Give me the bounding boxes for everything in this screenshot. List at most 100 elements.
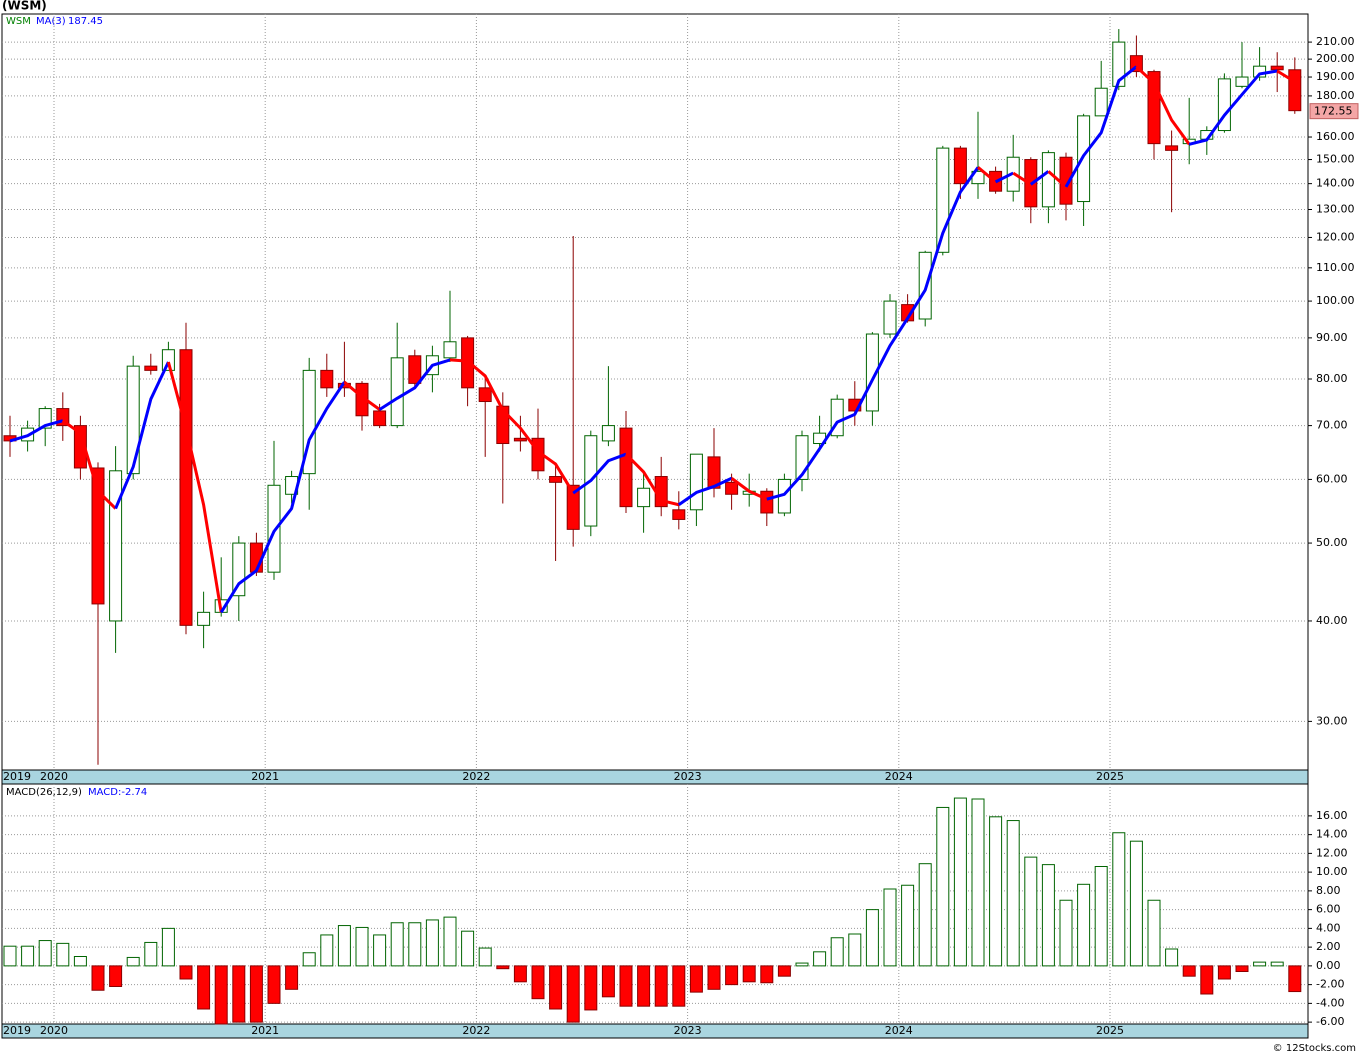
candle-body [267, 484, 281, 573]
macd-bar [285, 965, 299, 990]
macd-bar [531, 965, 545, 1000]
last-price-box [1309, 103, 1359, 120]
macd-bar [320, 934, 334, 967]
macd-bar [1200, 965, 1214, 995]
macd-bar [109, 965, 123, 987]
y-tick-label: 10.00 [1316, 865, 1348, 878]
candle-body [1077, 115, 1091, 203]
candle-body [1235, 76, 1249, 87]
x-tick-label: 2019 [3, 770, 31, 783]
macd-bar [91, 965, 105, 991]
macd-bar [918, 863, 932, 967]
macd-bar [38, 940, 52, 967]
macd-bar [689, 965, 703, 993]
y-tick-label: 2.00 [1316, 940, 1341, 953]
y-tick-label: 80.00 [1316, 372, 1348, 385]
macd-bar [883, 888, 897, 967]
candle-body [1288, 69, 1302, 112]
x-tick-label: 2022 [462, 1024, 490, 1037]
y-tick-label: 140.00 [1316, 177, 1355, 190]
candle-body [478, 387, 492, 403]
macd-bar [1129, 840, 1143, 967]
macd-bar [848, 933, 862, 967]
y-tick-label: 70.00 [1316, 419, 1348, 432]
chart-title: (WSM) [2, 0, 47, 13]
macd-bar [549, 965, 563, 1010]
macd-bar [1094, 866, 1108, 967]
macd-bar [478, 947, 492, 967]
legend-value: MACD:-2.74 [88, 787, 147, 798]
y-tick-label: 210.00 [1316, 35, 1355, 48]
candle-body [109, 470, 123, 622]
y-tick-label: -6.00 [1316, 1015, 1344, 1028]
candle-body [707, 456, 721, 489]
x-tick-label: 2024 [885, 770, 913, 783]
macd-bar [619, 965, 633, 1007]
y-tick-label: 120.00 [1316, 230, 1355, 243]
candle-body [91, 467, 105, 605]
macd-bar [830, 937, 844, 967]
macd-bar [1288, 965, 1302, 993]
x-tick-label: 2025 [1096, 770, 1124, 783]
macd-bar [214, 965, 228, 1025]
macd-bar [408, 922, 422, 967]
macd-bar [795, 962, 809, 967]
macd-bar [144, 941, 158, 967]
macd-bar [390, 922, 404, 967]
x-tick-label: 2022 [462, 770, 490, 783]
y-tick-label: 14.00 [1316, 828, 1348, 841]
candle-body [1094, 87, 1108, 117]
ma-line [1135, 65, 1191, 146]
x-tick-label: 2020 [40, 1024, 68, 1037]
legend-entry: WSM [6, 16, 31, 27]
date-strip [1, 1023, 1309, 1039]
x-tick-label: 2023 [674, 770, 702, 783]
ma-line [9, 419, 64, 443]
macd-bar [654, 965, 668, 1007]
y-tick-label: 30.00 [1316, 714, 1348, 727]
ma-line [977, 166, 997, 184]
candle-body [513, 437, 527, 442]
macd-bar [56, 942, 70, 967]
candle-body [601, 425, 615, 442]
ma-line [572, 452, 627, 495]
macd-bar [302, 952, 316, 967]
ma-line [61, 419, 117, 510]
y-tick-label: 110.00 [1316, 261, 1355, 274]
ma-line [1012, 171, 1032, 186]
ma-line [378, 358, 451, 411]
macd-bar [337, 925, 351, 967]
candle-body [1041, 152, 1055, 208]
macd-bar [1077, 883, 1091, 967]
candle-body [126, 365, 140, 475]
macd-bar [1235, 965, 1249, 972]
y-tick-label: 150.00 [1316, 153, 1355, 166]
macd-bar [232, 965, 246, 1023]
candle-body [179, 349, 193, 626]
footer: © 12Stocks.com [1273, 1043, 1356, 1054]
macd-bar [179, 965, 193, 980]
y-tick-label: 40.00 [1316, 614, 1348, 627]
y-tick-label: 0.00 [1316, 959, 1341, 972]
candle-body [443, 341, 457, 359]
macd-bar [1253, 961, 1267, 967]
macd-bar [1182, 965, 1196, 977]
x-tick-label: 2020 [40, 770, 68, 783]
candle-body [566, 484, 580, 530]
last-price-label: 172.55 [1314, 105, 1353, 118]
x-tick-label: 2024 [885, 1024, 913, 1037]
y-tick-label: 160.00 [1316, 130, 1355, 143]
macd-bar [267, 965, 281, 1004]
macd-bar [742, 965, 756, 983]
ma-line [449, 358, 575, 494]
ma-line [730, 477, 768, 501]
macd-bar [865, 909, 879, 967]
macd-bar [566, 965, 580, 1023]
x-tick-label: 2025 [1096, 1024, 1124, 1037]
candle-body [373, 410, 387, 427]
price-frame [1, 13, 1309, 771]
macd-bar [1059, 899, 1073, 967]
y-tick-label: 60.00 [1316, 472, 1348, 485]
macd-bar [1217, 965, 1231, 980]
